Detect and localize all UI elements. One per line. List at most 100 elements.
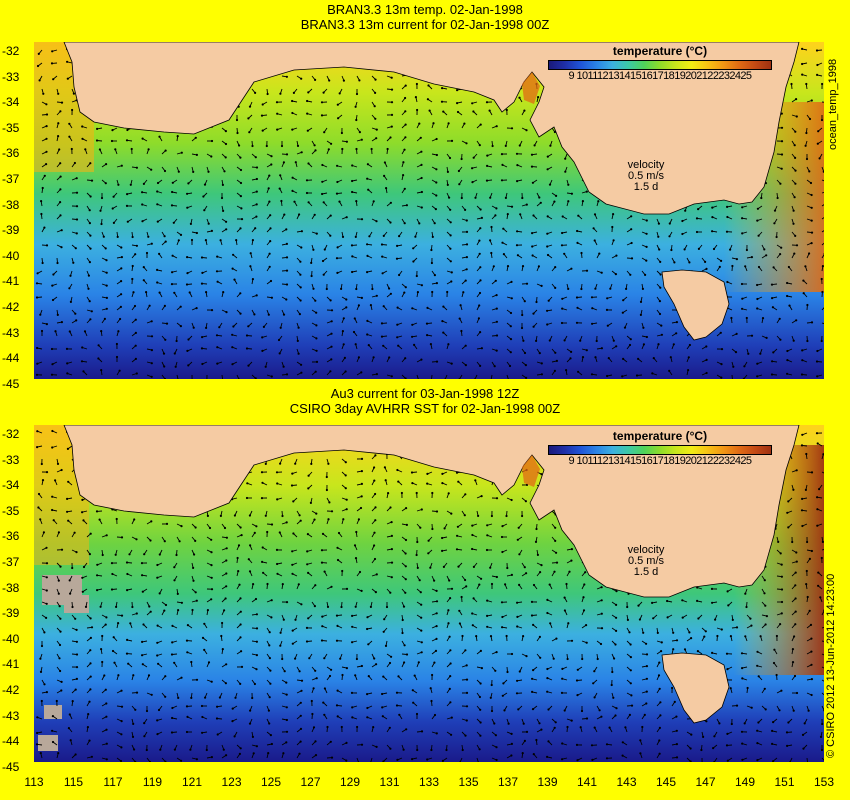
current-arrow-head — [338, 92, 341, 95]
current-arrow-head — [353, 317, 356, 320]
current-arrow-head — [315, 324, 318, 327]
current-arrow-head — [220, 196, 224, 200]
current-arrow-head — [642, 326, 645, 329]
current-arrow-head — [820, 118, 824, 122]
current-arrow-head — [794, 169, 797, 172]
current-arrow-head — [105, 307, 108, 310]
current-arrow-head — [290, 484, 294, 487]
current-arrow-head — [465, 678, 469, 681]
current-arrow-head — [158, 135, 161, 138]
current-arrow-head — [45, 103, 48, 106]
current-arrow-head — [340, 287, 343, 290]
current-arrow-head — [89, 162, 92, 165]
current-arrow-head — [187, 338, 190, 341]
current-arrow-head — [690, 637, 693, 640]
current-arrow-head — [801, 524, 804, 528]
current-arrow-head — [45, 691, 48, 694]
current-arrow-head — [276, 112, 279, 115]
current-arrow-head — [756, 307, 759, 310]
current-arrow-head — [141, 137, 144, 140]
current-arrow-head — [110, 562, 114, 565]
current-arrow-head — [90, 179, 94, 182]
current-arrow-head — [315, 512, 318, 515]
current-arrow-head — [430, 261, 433, 265]
current-arrow-head — [599, 642, 603, 646]
current-arrow-head — [131, 605, 134, 609]
current-arrow-head — [656, 631, 659, 634]
current-arrow-head — [336, 546, 339, 549]
current-arrow-head — [221, 183, 224, 186]
current-arrow-head — [506, 213, 509, 216]
current-arrow-head — [330, 345, 333, 348]
current-arrow-head — [307, 617, 310, 620]
current-arrow-head — [420, 206, 423, 209]
current-arrow-head — [412, 260, 415, 263]
current-arrow-head — [200, 347, 204, 350]
current-arrow-head — [174, 365, 177, 368]
current-arrow-head — [450, 362, 453, 365]
current-arrow-head — [540, 373, 543, 376]
current-arrow-head — [720, 363, 723, 366]
current-arrow-head — [225, 572, 228, 575]
current-arrow-head — [90, 310, 93, 313]
current-arrow-head — [675, 639, 679, 642]
current-arrow-head — [142, 266, 145, 269]
current-arrow-head — [623, 326, 627, 329]
current-arrow-head — [170, 204, 174, 207]
current-arrow-head — [610, 683, 613, 687]
current-arrow-head — [585, 624, 588, 627]
current-arrow-head — [390, 655, 393, 658]
current-arrow-head — [459, 304, 462, 307]
current-arrow-head — [626, 605, 629, 609]
current-arrow-head — [329, 214, 332, 217]
current-arrow-head — [383, 466, 386, 469]
current-arrow-head — [129, 183, 132, 186]
current-arrow-head — [683, 248, 686, 251]
current-arrow-head — [308, 657, 311, 660]
current-arrow-head — [524, 500, 527, 503]
current-arrow-head — [150, 362, 153, 365]
current-arrow-head — [285, 283, 289, 286]
current-arrow-head — [810, 193, 813, 197]
current-arrow-head — [260, 497, 264, 500]
current-arrow-head — [291, 472, 294, 475]
current-arrow-head — [757, 265, 761, 269]
current-arrow-head — [554, 526, 557, 529]
current-arrow-head — [441, 482, 444, 485]
current-arrow-head — [540, 362, 543, 365]
current-arrow-head — [464, 578, 467, 582]
current-arrow-head — [194, 591, 197, 594]
current-arrow-head — [433, 274, 436, 277]
current-arrow-head — [675, 332, 678, 335]
current-arrow-head — [800, 373, 804, 376]
current-arrow-head — [253, 313, 256, 316]
current-arrow-head — [389, 201, 392, 204]
current-arrow-head — [794, 571, 797, 574]
current-arrow-head — [793, 252, 796, 255]
current-arrow-head — [561, 231, 564, 235]
current-arrow-head — [245, 347, 249, 350]
current-arrow-head — [141, 191, 144, 194]
current-arrow-head — [336, 180, 339, 184]
current-arrow-head — [225, 536, 228, 539]
current-arrow-head — [404, 552, 407, 555]
current-arrow-head — [403, 148, 406, 151]
current-arrow-head — [563, 609, 567, 612]
current-arrow-head — [195, 678, 199, 681]
current-arrow-head — [342, 343, 345, 346]
current-arrow-head — [816, 496, 819, 499]
current-arrow-head — [435, 510, 439, 513]
current-arrow-head — [186, 206, 189, 209]
current-arrow-head — [521, 265, 525, 268]
current-arrow-head — [165, 522, 169, 525]
current-arrow-head — [518, 144, 521, 147]
current-arrow-head — [555, 561, 559, 564]
current-arrow-head — [584, 571, 587, 574]
current-arrow-head — [374, 117, 377, 120]
current-arrow-head — [478, 239, 481, 242]
current-arrow-head — [306, 99, 309, 103]
current-arrow-head — [279, 644, 282, 647]
current-arrow-head — [478, 695, 481, 699]
current-arrow-head — [500, 153, 504, 156]
current-arrow-head — [58, 657, 61, 660]
